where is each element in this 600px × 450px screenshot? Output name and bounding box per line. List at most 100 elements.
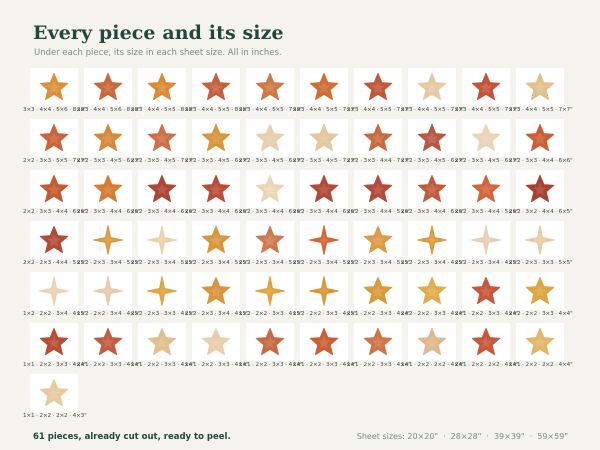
star-icon — [471, 72, 501, 101]
piece-tile — [84, 119, 132, 157]
star-shape — [471, 123, 501, 152]
star-highlight — [209, 183, 223, 196]
star-shape — [471, 174, 501, 203]
piece-item: 2×2 · 3×3 · 4×4 · 6×6" — [401, 170, 465, 221]
piece-sizes: 2×2 · 3×3 · 4×4 · 6×6" — [239, 209, 303, 215]
piece-sizes: 3×3 · 4×4 · 5×5 · 7×7" — [347, 107, 411, 113]
star-icon — [201, 327, 231, 356]
piece-item: 1×1 · 2×2 · 3×3 · 4×4" — [23, 323, 87, 374]
star-icon — [309, 174, 339, 203]
piece-sizes: 2×2 · 2×3 · 3×4 · 5×5" — [239, 260, 303, 266]
star-highlight — [371, 183, 385, 196]
piece-sizes: 1×1 · 2×2 · 3×3 · 4×4" — [131, 362, 195, 368]
star-highlight — [424, 232, 440, 248]
piece-tile — [516, 221, 564, 259]
piece-item: 2×2 · 3×3 · 5×5 · 7×7" — [23, 119, 87, 170]
piece-item: 2×2 · 2×3 · 3×4 · 5×5" — [239, 221, 303, 272]
star-shape — [39, 225, 69, 254]
piece-tile — [30, 170, 78, 208]
star-highlight — [101, 81, 115, 94]
star-shape — [309, 174, 339, 203]
star-shape — [93, 123, 123, 152]
star-shape — [39, 378, 69, 407]
sheet-size: 59×59" — [537, 432, 568, 441]
piece-sizes: 2×2 · 3×3 · 4×4 · 5×6" — [455, 209, 519, 215]
piece-tile — [408, 170, 456, 208]
piece-item: 2×2 · 2×3 · 3×3 · 4×5" — [131, 272, 195, 323]
star-highlight — [263, 234, 277, 247]
piece-tile — [462, 221, 510, 259]
piece-sizes: 2×2 · 3×3 · 4×5 · 6×7" — [77, 158, 141, 164]
star-shape — [255, 72, 285, 101]
star-icon — [417, 123, 447, 152]
star-highlight — [47, 81, 61, 94]
star-shape — [309, 225, 339, 255]
star-icon — [255, 174, 285, 203]
piece-item: 2×2 · 2×3 · 3×4 · 5×5" — [185, 221, 249, 272]
piece-item: 3×3 · 4×4 · 5×5 · 7×7" — [347, 68, 411, 119]
star-icon — [147, 123, 177, 152]
piece-tile — [30, 119, 78, 157]
star-shape — [471, 327, 501, 356]
star-highlight — [47, 183, 61, 196]
star-icon — [417, 174, 447, 203]
piece-sizes: 2×2 · 2×2 · 3×3 · 4×4" — [401, 311, 465, 317]
piece-sizes: 2×2 · 2×3 · 3×4 · 5×5" — [293, 260, 357, 266]
star-icon — [471, 123, 501, 152]
piece-sizes: 3×3 · 4×4 · 5×6 · 8×8" — [23, 107, 87, 113]
piece-sizes: 2×2 · 2×3 · 3×4 · 5×5" — [131, 260, 195, 266]
piece-item: 2×2 · 2×2 · 3×3 · 4×4" — [401, 272, 465, 323]
star-shape — [93, 225, 123, 255]
page-title: Every piece and its size — [33, 22, 284, 44]
star-icon — [147, 174, 177, 203]
star-icon — [255, 225, 285, 254]
star-highlight — [209, 234, 223, 247]
piece-sizes: 2×2 · 2×3 · 3×4 · 5×5" — [185, 260, 249, 266]
star-highlight — [317, 132, 331, 145]
star-highlight — [425, 81, 439, 94]
piece-sizes: 1×2 · 2×2 · 3×3 · 4×5" — [239, 311, 303, 317]
piece-sizes: 2×2 · 2×2 · 3×3 · 4×4" — [509, 311, 573, 317]
star-icon — [93, 72, 123, 101]
star-shape — [363, 327, 393, 356]
piece-sizes: 2×2 · 2×3 · 3×4 · 4×5" — [185, 311, 249, 317]
star-highlight — [425, 336, 439, 349]
star-icon — [147, 327, 177, 356]
star-highlight — [155, 132, 169, 145]
piece-tile — [30, 272, 78, 310]
piece-sizes: 2×2 · 3×3 · 4×5 · 6×7" — [401, 158, 465, 164]
piece-tile — [300, 68, 348, 106]
star-shape — [93, 327, 123, 356]
star-icon — [39, 378, 69, 407]
star-icon — [471, 327, 501, 356]
piece-tile — [246, 272, 294, 310]
star-shape — [363, 174, 393, 203]
star-shape — [255, 225, 285, 254]
piece-tile — [246, 68, 294, 106]
star-shape — [255, 174, 285, 203]
piece-item: 3×3 · 4×4 · 5×5 · 7×7" — [509, 68, 573, 119]
four-point-star-icon — [93, 276, 123, 306]
star-shape — [363, 225, 393, 254]
piece-item: 2×2 · 3×2 · 4×4 · 6×5" — [509, 170, 573, 221]
piece-sizes: 2×2 · 2×3 · 4×4 · 5×5" — [23, 260, 87, 266]
piece-item: 2×2 · 3×3 · 4×4 · 6×6" — [239, 170, 303, 221]
star-shape — [363, 276, 393, 305]
star-icon — [201, 123, 231, 152]
star-highlight — [100, 283, 116, 299]
star-shape — [309, 72, 339, 101]
four-point-star-icon — [39, 276, 69, 306]
star-icon — [525, 327, 555, 356]
piece-tile — [516, 272, 564, 310]
piece-tile — [192, 272, 240, 310]
star-shape — [147, 123, 177, 152]
star-shape — [147, 327, 177, 356]
star-shape — [471, 276, 501, 305]
piece-tile — [408, 323, 456, 361]
piece-tile — [138, 221, 186, 259]
star-highlight — [316, 283, 332, 299]
piece-tile — [516, 170, 564, 208]
star-shape — [255, 276, 285, 306]
star-shape — [39, 72, 69, 101]
star-highlight — [532, 232, 548, 248]
